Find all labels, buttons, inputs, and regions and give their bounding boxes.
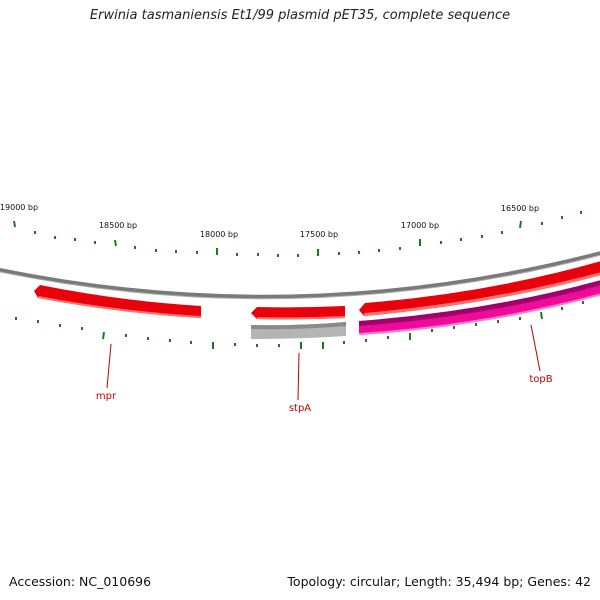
gene-label-topB: topB: [529, 374, 552, 385]
map-title: Erwinia tasmaniensis Et1/99 plasmid pET3…: [89, 8, 511, 23]
gene-feature-stpA[interactable]: [251, 306, 345, 320]
scale-labels: 19000 bp 18500 bp 18000 bp 17500 bp 1700…: [0, 203, 539, 239]
gene-labels: mpr stpA topB: [96, 374, 553, 414]
scale-label: 18000 bp: [200, 230, 238, 239]
gene-label-stpA: stpA: [289, 403, 311, 414]
gene-feature-grey[interactable]: [251, 322, 346, 339]
accession-text: Accession: NC_010696: [9, 574, 152, 589]
backbone-ring: [0, 251, 600, 300]
gene-label-leaders: [106, 324, 541, 401]
gene-feature-right-red[interactable]: [359, 260, 600, 316]
scale-label: 19000 bp: [0, 203, 38, 212]
topology-summary: Topology: circular; Length: 35,494 bp; G…: [287, 574, 591, 589]
scale-label: 16500 bp: [501, 204, 539, 213]
scale-label: 18500 bp: [99, 221, 137, 230]
gene-feature-topB[interactable]: [359, 279, 600, 335]
gene-label-mpr: mpr: [96, 391, 117, 402]
inner-scale-ticks: [15, 301, 584, 349]
scale-label: 17000 bp: [401, 221, 439, 230]
scale-label: 17500 bp: [300, 230, 338, 239]
gene-feature-mpr[interactable]: [34, 285, 201, 318]
outer-scale-ticks: [13, 211, 582, 257]
